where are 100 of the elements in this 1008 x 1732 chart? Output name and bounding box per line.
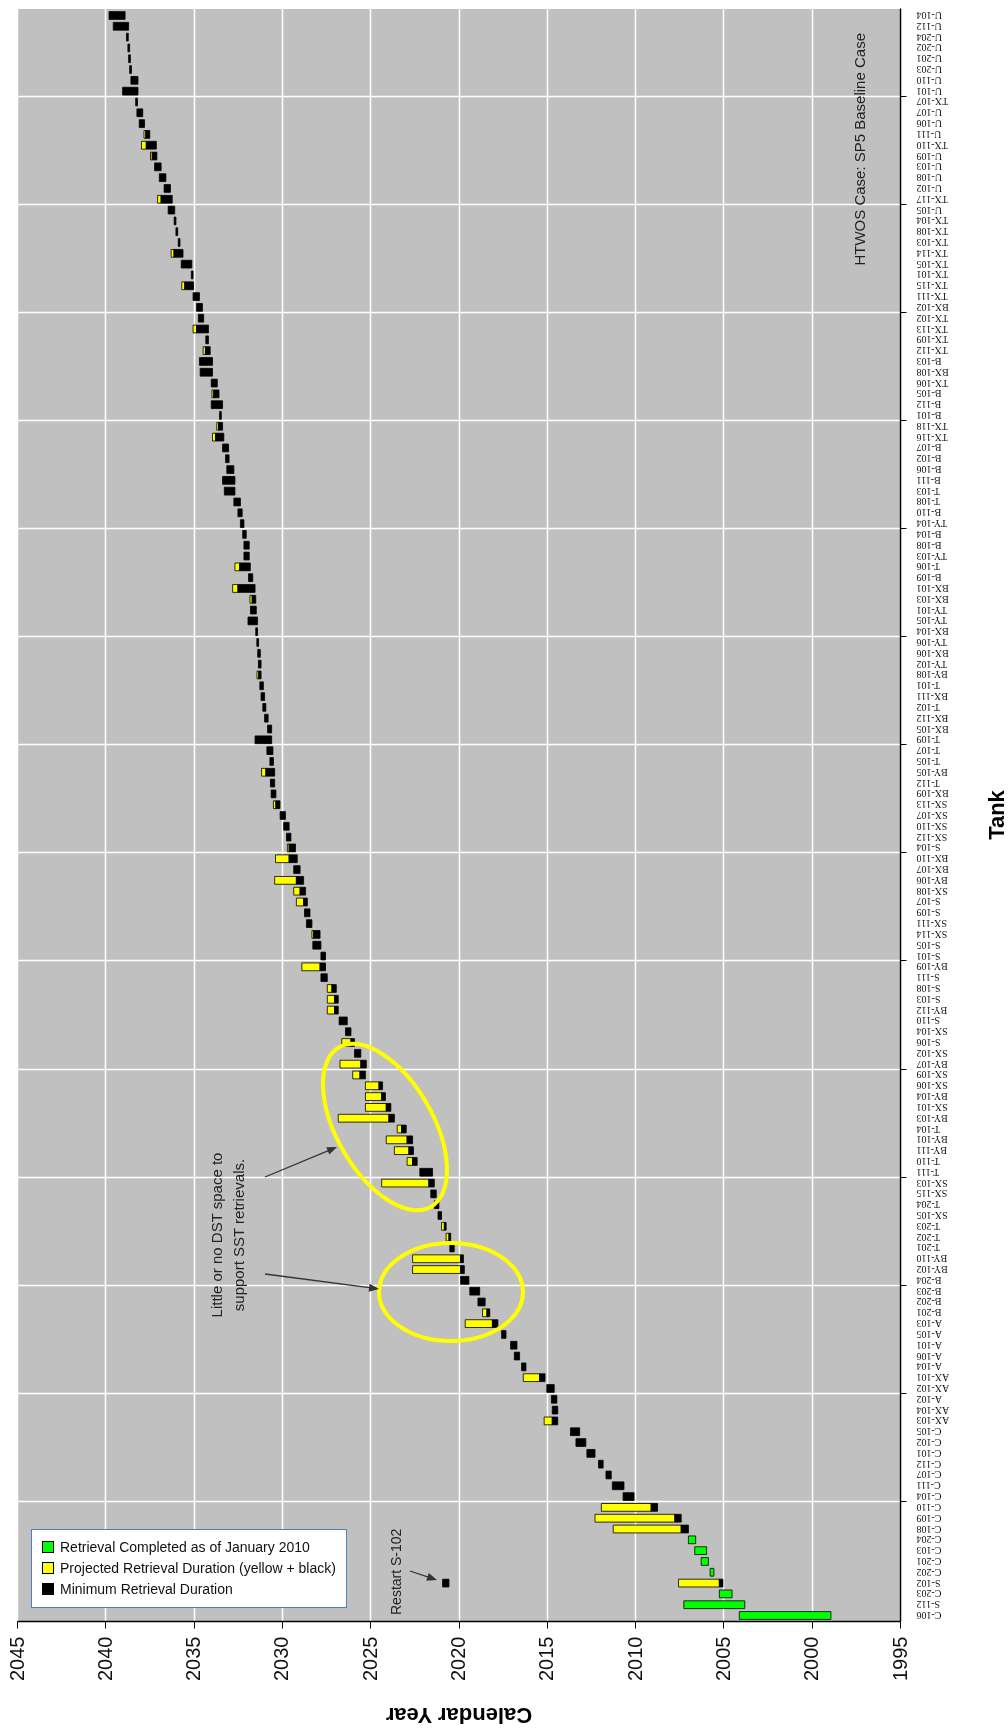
y-tick-label: A-101 xyxy=(916,1339,943,1351)
x-tick-label: 2005 xyxy=(711,1636,734,1681)
y-tick-label: TX-110 xyxy=(916,139,948,151)
y-tick-label: TX-107 xyxy=(916,96,949,108)
y-tick-label: TX-111 xyxy=(916,291,948,303)
y-tick-label: AX-104 xyxy=(916,1404,950,1416)
y-tick-label: T-203 xyxy=(916,1220,941,1232)
y-tick-label: C-202 xyxy=(916,1566,942,1578)
y-tick-label: C-110 xyxy=(916,1501,942,1513)
y-tick-label: U-201 xyxy=(916,53,943,65)
y-tick-label: U-101 xyxy=(916,85,943,97)
x-tick-label: 2025 xyxy=(358,1636,381,1681)
y-tick-label: A-105 xyxy=(916,1328,943,1340)
y-tick-label: A-103 xyxy=(916,1318,943,1330)
y-tick-label: TY-102 xyxy=(916,658,948,670)
y-tick-label: BY-107 xyxy=(916,1058,948,1070)
annotation: Restart S-102 xyxy=(387,1528,405,1615)
y-tick-label: B-201 xyxy=(916,1307,942,1319)
y-tick-label: TY-106 xyxy=(916,637,948,649)
y-tick-label: TX-105 xyxy=(916,258,949,270)
annotation: HTWOS Case: SP5 Baseline Case xyxy=(850,33,869,266)
y-tick-label: AX-101 xyxy=(916,1372,950,1384)
y-tick-label: C-104 xyxy=(916,1491,942,1503)
y-tick-label: TY-105 xyxy=(916,615,948,627)
y-tick-label: AX-103 xyxy=(916,1415,950,1427)
y-tick-label: T-101 xyxy=(916,680,941,692)
y-tick-label: SX-113 xyxy=(916,799,948,811)
y-tick-label: T-110 xyxy=(916,1155,940,1167)
y-tick-label: SX-104 xyxy=(916,1026,948,1038)
y-tick-label: AX-102 xyxy=(916,1382,950,1394)
y-tick-label: T-102 xyxy=(916,701,941,713)
y-tick-label: B-109 xyxy=(916,572,942,584)
y-tick-label: U-109 xyxy=(916,150,943,162)
y-tick-label: BX-103 xyxy=(916,593,949,605)
y-tick-label: BX-104 xyxy=(916,626,949,638)
x-tick-label: 2015 xyxy=(535,1636,558,1681)
x-tick-label: 2045 xyxy=(5,1636,28,1681)
y-tick-label: B-106 xyxy=(916,464,942,476)
y-tick-label: A-106 xyxy=(916,1350,943,1362)
y-tick-label: T-104 xyxy=(916,1123,941,1135)
y-tick-label: TX-102 xyxy=(916,312,949,324)
y-tick-label: T-111 xyxy=(916,1166,940,1178)
y-tick-label: C-203 xyxy=(916,1588,942,1600)
y-tick-label: TX-112 xyxy=(916,345,948,357)
y-tick-label: S-102 xyxy=(916,1577,941,1589)
y-tick-label: T-107 xyxy=(916,745,941,757)
y-tick-label: BY-104 xyxy=(916,1091,948,1103)
y-tick-label: U-108 xyxy=(916,172,943,184)
legend-label: Minimum Retrieval Duration xyxy=(60,1581,233,1597)
y-tick-label: T-202 xyxy=(916,1231,941,1243)
y-tick-label: T-106 xyxy=(916,561,941,573)
y-tick-label: C-107 xyxy=(916,1469,942,1481)
y-tick-label: U-104 xyxy=(916,9,943,21)
y-tick-label: B-204 xyxy=(916,1274,942,1286)
y-tick-label: TX-101 xyxy=(916,269,949,281)
y-tick-label: BY-111 xyxy=(916,1145,947,1157)
y-tick-label: SX-102 xyxy=(916,1047,948,1059)
y-tick-label: B-103 xyxy=(916,355,942,367)
legend-label: Projected Retrieval Duration (yellow + black) xyxy=(60,1560,336,1576)
y-tick-label: BX-107 xyxy=(916,864,949,876)
y-tick-label: BX-101 xyxy=(916,582,949,594)
y-tick-label: BX-112 xyxy=(916,712,949,724)
y-tick-label: B-108 xyxy=(916,539,942,551)
x-tick-label: 2020 xyxy=(447,1636,469,1681)
y-tick-label: S-111 xyxy=(916,972,940,984)
y-tick-label: BY-108 xyxy=(916,669,948,681)
y-tick-label: SX-103 xyxy=(916,1177,948,1189)
y-tick-label: U-203 xyxy=(916,64,943,76)
y-tick-label: S-104 xyxy=(916,842,941,854)
y-tick-label: TX-114 xyxy=(916,247,948,259)
y-tick-label: BY-110 xyxy=(916,1253,948,1265)
x-tick-label: 1995 xyxy=(888,1636,911,1681)
y-tick-label: S-112 xyxy=(916,1599,941,1611)
y-tick-label: BY-112 xyxy=(916,1004,948,1016)
y-tick-label: BX-108 xyxy=(916,366,949,378)
y-tick-label: SX-107 xyxy=(916,810,948,821)
x-tick-label: 2030 xyxy=(270,1636,293,1681)
x-axis-title: Calendar Year xyxy=(385,1702,533,1728)
y-tick-label: U-202 xyxy=(916,42,943,54)
y-tick-label: B-102 xyxy=(916,453,942,465)
y-tick-label: TX-116 xyxy=(916,431,948,443)
y-tick-label: U-106 xyxy=(916,118,943,130)
y-tick-label: TY-104 xyxy=(916,518,948,530)
y-tick-label: B-104 xyxy=(916,528,942,540)
y-tick-label: TX-117 xyxy=(916,193,948,205)
y-tick-label: A-102 xyxy=(916,1393,943,1405)
annotation: Little or no DST space to support SST retrievals. xyxy=(207,1151,248,1320)
y-tick-label: C-111 xyxy=(916,1480,941,1492)
y-tick-label: S-110 xyxy=(916,1015,941,1027)
x-tick-label: 2040 xyxy=(93,1636,116,1681)
y-tick-label: SX-110 xyxy=(916,820,948,832)
x-tick-label: 2035 xyxy=(182,1636,205,1681)
y-tick-label: C-106 xyxy=(916,1610,942,1622)
y-tick-label: S-101 xyxy=(916,950,941,962)
y-tick-label: C-103 xyxy=(916,1545,942,1557)
y-tick-label: C-201 xyxy=(916,1555,942,1567)
y-tick-label: B-101 xyxy=(916,409,942,421)
y-tick-label: C-109 xyxy=(916,1512,942,1524)
y-tick-label: B-203 xyxy=(916,1285,942,1297)
y-tick-label: C-102 xyxy=(916,1437,942,1449)
